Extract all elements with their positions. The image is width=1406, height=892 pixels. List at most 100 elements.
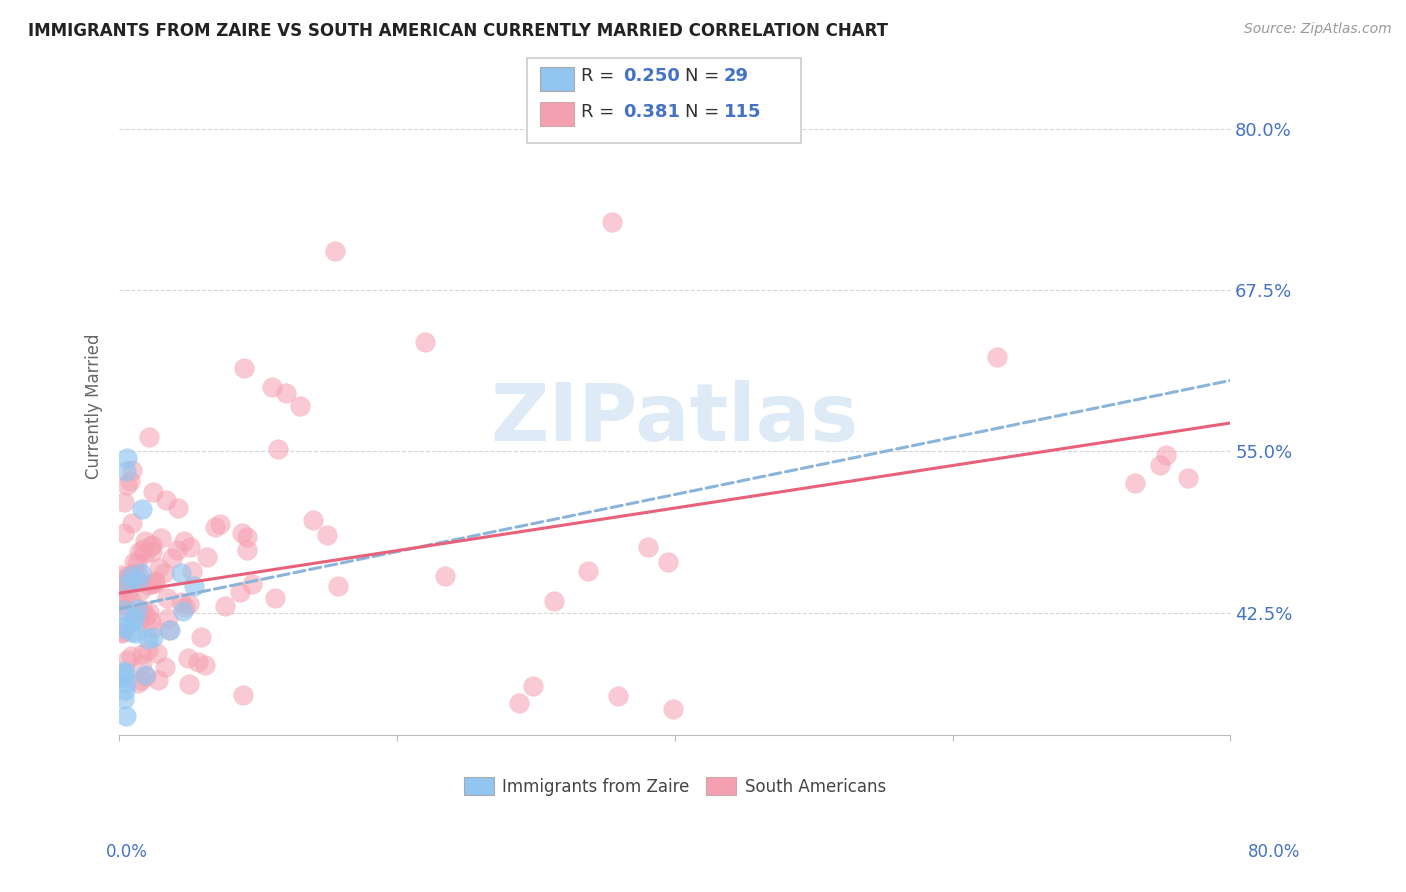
Point	[194, 657, 217, 672]
Point	[120, 474, 142, 488]
Point	[115, 676, 138, 690]
Text: 80.0%: 80.0%	[1249, 843, 1301, 861]
Point	[114, 682, 136, 697]
Point	[121, 516, 143, 530]
Point	[112, 592, 135, 607]
Point	[413, 334, 436, 349]
Point	[263, 591, 285, 605]
Point	[134, 534, 156, 549]
Point	[112, 670, 135, 684]
Point	[1123, 475, 1146, 490]
Point	[195, 549, 218, 564]
Point	[141, 539, 163, 553]
Point	[138, 578, 160, 592]
Point	[150, 531, 173, 545]
Point	[187, 655, 209, 669]
Point	[110, 578, 132, 592]
Point	[115, 586, 138, 600]
Point	[135, 609, 157, 624]
Point	[231, 526, 253, 541]
Text: Source: ZipAtlas.com: Source: ZipAtlas.com	[1244, 22, 1392, 37]
Point	[112, 579, 135, 593]
Point	[127, 574, 149, 588]
Point	[167, 501, 190, 516]
Point	[177, 677, 200, 691]
Point	[112, 525, 135, 540]
Point	[169, 566, 191, 581]
Point	[607, 690, 630, 704]
Point	[433, 568, 456, 582]
Point	[1154, 448, 1177, 462]
Point	[117, 575, 139, 590]
Text: IMMIGRANTS FROM ZAIRE VS SOUTH AMERICAN CURRENTLY MARRIED CORRELATION CHART: IMMIGRANTS FROM ZAIRE VS SOUTH AMERICAN …	[28, 22, 889, 40]
Point	[209, 516, 232, 531]
Point	[181, 565, 204, 579]
Point	[240, 576, 263, 591]
Point	[111, 603, 134, 617]
Point	[155, 660, 177, 674]
Point	[131, 541, 153, 556]
Point	[129, 673, 152, 687]
Point	[121, 572, 143, 586]
Point	[508, 696, 530, 710]
Point	[112, 602, 135, 616]
Point	[132, 603, 155, 617]
Point	[146, 673, 169, 688]
Point	[662, 702, 685, 716]
Point	[170, 595, 193, 609]
Point	[125, 602, 148, 616]
Point	[128, 545, 150, 559]
Point	[110, 568, 132, 582]
Text: 29: 29	[724, 67, 749, 85]
Point	[236, 530, 259, 544]
Point	[288, 399, 311, 413]
Point	[117, 653, 139, 667]
Point	[576, 564, 599, 578]
Point	[157, 623, 180, 637]
Point	[328, 579, 350, 593]
Point	[131, 502, 153, 516]
Point	[183, 579, 205, 593]
Point	[111, 621, 134, 635]
Point	[233, 360, 256, 375]
Point	[134, 668, 156, 682]
Point	[115, 708, 138, 723]
Point	[301, 513, 323, 527]
Point	[139, 614, 162, 628]
Point	[120, 648, 142, 663]
Point	[156, 591, 179, 605]
Point	[148, 560, 170, 574]
Text: R =: R =	[581, 67, 614, 85]
Point	[121, 462, 143, 476]
Point	[637, 540, 659, 554]
Point	[142, 484, 165, 499]
Point	[127, 676, 149, 690]
Point	[136, 642, 159, 657]
Point	[135, 669, 157, 683]
Point	[1177, 471, 1199, 485]
Point	[114, 666, 136, 681]
Point	[138, 430, 160, 444]
Text: ZIPatlas: ZIPatlas	[491, 380, 859, 458]
Point	[543, 594, 565, 608]
Point	[138, 605, 160, 619]
Point	[115, 478, 138, 492]
Point	[157, 611, 180, 625]
Point	[131, 657, 153, 671]
Point	[159, 623, 181, 637]
Point	[236, 542, 259, 557]
Point	[166, 542, 188, 557]
Point	[112, 495, 135, 509]
Point	[190, 630, 212, 644]
Point	[232, 688, 254, 702]
Point	[122, 566, 145, 581]
Point	[114, 464, 136, 478]
Point	[125, 556, 148, 570]
Point	[228, 585, 250, 599]
Point	[124, 555, 146, 569]
Point	[128, 575, 150, 590]
Point	[134, 546, 156, 560]
Point	[142, 630, 165, 644]
Point	[274, 386, 297, 401]
Point	[128, 583, 150, 598]
